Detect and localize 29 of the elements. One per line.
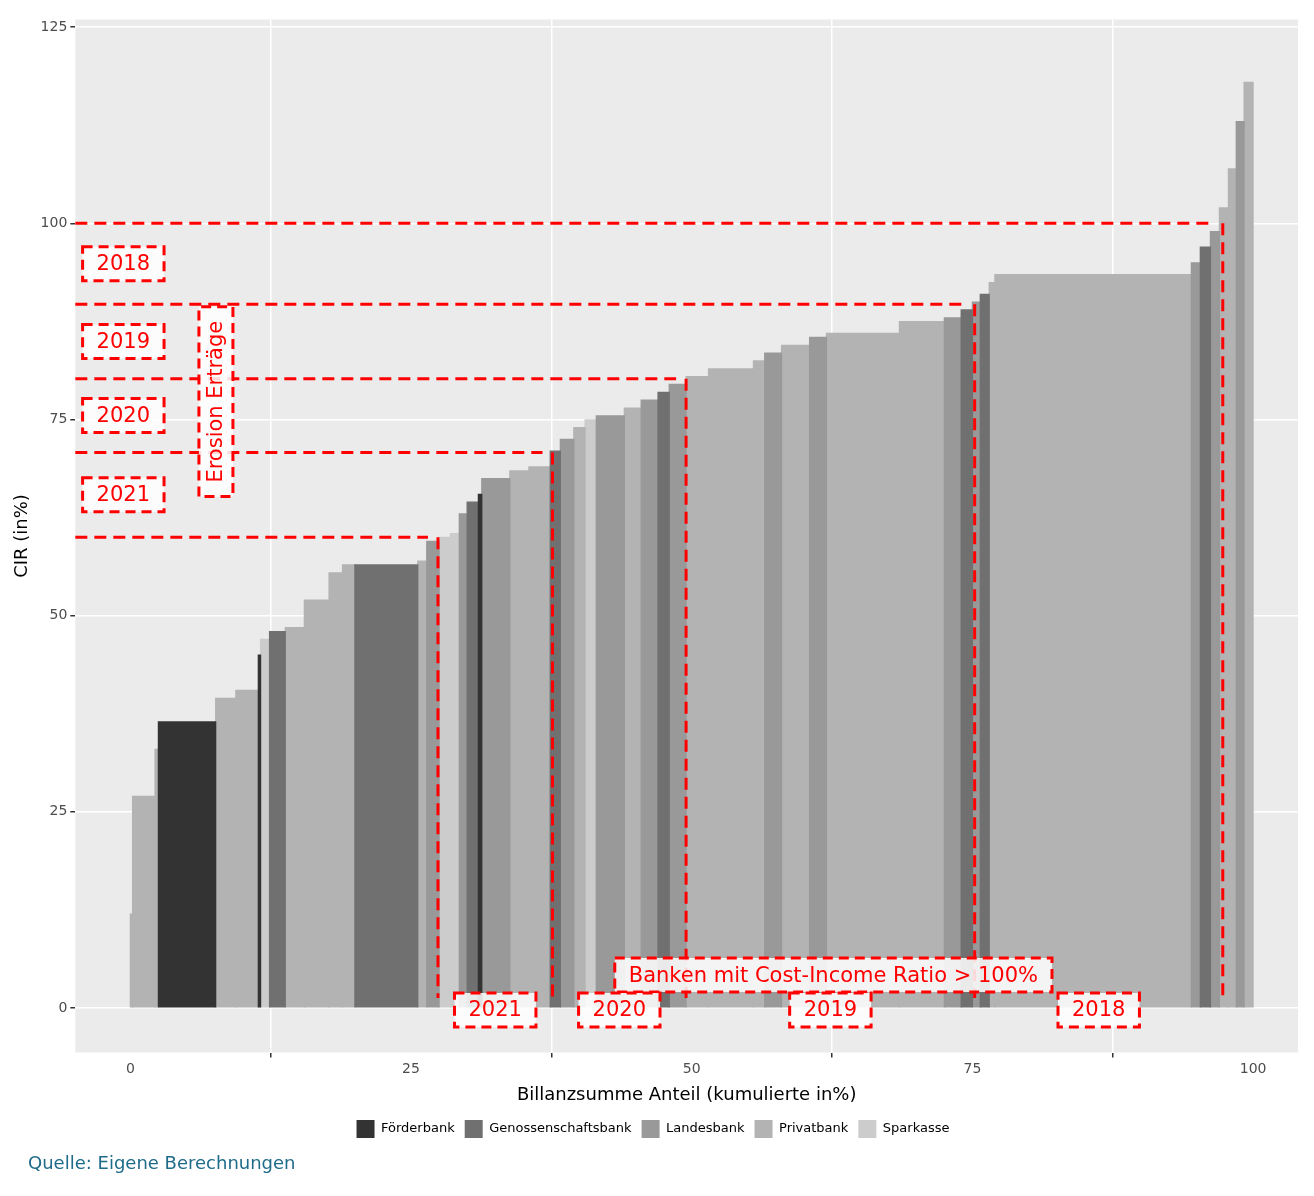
y-tick-label: 100 — [40, 214, 68, 231]
x-tick-label: 75 — [963, 1059, 982, 1076]
x-tick-label: 50 — [682, 1059, 701, 1076]
legend-label: Genossenschaftsbank — [489, 1120, 633, 1136]
annotation: 2018 — [96, 251, 151, 276]
legend-label: Sparkasse — [882, 1120, 950, 1136]
annotation: 2020 — [592, 997, 647, 1022]
x-tick-label: 100 — [1239, 1059, 1267, 1076]
y-tick-label: 125 — [40, 17, 68, 34]
annotation: 2019 — [803, 997, 858, 1022]
source-note: Quelle: Eigene Berechnungen — [28, 1152, 297, 1173]
x-tick-label: 0 — [125, 1059, 135, 1076]
legend-label: Landesbank — [666, 1120, 745, 1136]
y-axis-title: CIR (in%) — [10, 494, 32, 578]
annotation: Erosion Erträge — [203, 320, 228, 483]
y-tick-label: 75 — [49, 410, 68, 427]
annotation: 2021 — [96, 482, 151, 507]
annotation: 2018 — [1071, 997, 1126, 1022]
annotation: Banken mit Cost-Income Ratio > 100% — [628, 962, 1038, 987]
x-axis-title: Billanzsumme Anteil (kumulierte in%) — [516, 1082, 857, 1104]
legend-label: Privatbank — [779, 1120, 849, 1136]
annotation: 2019 — [96, 328, 151, 353]
y-tick-label: 50 — [49, 606, 68, 623]
annotation: 2021 — [468, 997, 522, 1022]
legend-label: Förderbank — [381, 1120, 456, 1136]
x-tick-label: 25 — [402, 1059, 420, 1076]
y-tick-label: 0 — [58, 998, 68, 1015]
y-tick-label: 25 — [49, 802, 68, 819]
annotation: 2020 — [96, 403, 151, 428]
